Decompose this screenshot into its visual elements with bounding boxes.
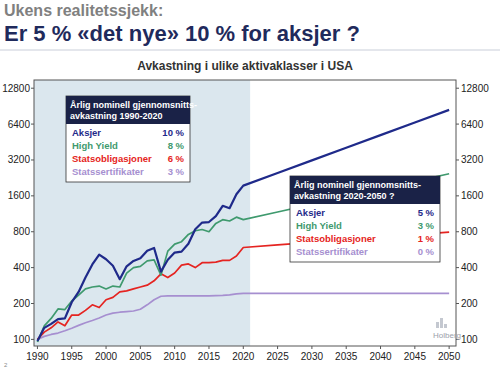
annotation-name: Statsobligasjoner [296, 233, 376, 244]
x-tick [414, 346, 415, 349]
kicker: Ukens realitetssjekk: [4, 2, 163, 19]
x-tick [37, 346, 38, 349]
y-tick [31, 195, 34, 196]
x-tick [311, 346, 312, 349]
annotation-title: avkastning 1990-2020 [70, 111, 163, 121]
y2-tick-label: 12800 [461, 83, 489, 94]
annotation-value: 10 % [162, 127, 184, 138]
annotation-name: High Yield [72, 140, 118, 151]
logo-icon [440, 318, 443, 328]
x-tick-label: 2015 [198, 351, 221, 362]
y-tick-label: 6400 [8, 119, 31, 130]
x-tick-label: 2020 [232, 351, 255, 362]
annotation-value: 3 % [418, 220, 435, 231]
annotation-name: Statssertifikater [72, 166, 144, 177]
annotation-title: Årlig nominell gjennomsnitts- [294, 180, 421, 190]
logo-icon [436, 322, 439, 328]
y-tick-label: 200 [13, 298, 30, 309]
y2-tick-label: 6400 [461, 119, 484, 130]
logo-text: Holberg [433, 331, 461, 340]
annotation-value: 5 % [418, 207, 435, 218]
x-tick-label: 2040 [369, 351, 392, 362]
chart-title: Avkastning i ulike aktivaklasser i USA [137, 59, 353, 73]
logo-icon [444, 324, 447, 328]
annotation-box [290, 176, 440, 262]
y-tick-label: 800 [13, 226, 30, 237]
page-title: Er 5 % «det nye» 10 % for aksjer ? [4, 21, 360, 46]
series-line [37, 293, 449, 339]
y2-tick-label: 1600 [461, 190, 484, 201]
x-tick [346, 346, 347, 349]
y2-tick-label: 3200 [461, 154, 484, 165]
y-tick-label: 1600 [8, 190, 31, 201]
annotation-header [290, 176, 440, 204]
x-tick [71, 346, 72, 349]
y2-tick [456, 88, 459, 89]
annotation-value: 8 % [168, 140, 185, 151]
annotation-title: avkastning 2020-2050 ? [294, 191, 395, 201]
y2-tick-label: 100 [461, 334, 478, 345]
y-tick-label: 100 [13, 334, 30, 345]
x-tick-label: 2010 [164, 351, 187, 362]
page-number: 2 [4, 362, 8, 368]
x-tick-label: 2035 [335, 351, 358, 362]
annotation-name: Statssertifikater [296, 246, 368, 257]
plot-frame [34, 80, 456, 346]
annotation-value: 1 % [418, 233, 435, 244]
x-tick [174, 346, 175, 349]
y2-tick [456, 195, 459, 196]
y-tick [31, 267, 34, 268]
x-tick-label: 2030 [301, 351, 324, 362]
y-tick-label: 3200 [8, 154, 31, 165]
x-tick [449, 346, 450, 349]
x-tick-label: 2005 [129, 351, 152, 362]
y2-tick [456, 303, 459, 304]
annotation-value: 3 % [168, 166, 185, 177]
y2-tick-label: 200 [461, 298, 478, 309]
y2-tick [456, 159, 459, 160]
y-tick [31, 231, 34, 232]
annotation-title: Årlig nominell gjennomsnitts- [70, 100, 197, 110]
chart: Ukens realitetssjekk: Er 5 % «det nye» 10… [0, 0, 500, 369]
y-tick [31, 339, 34, 340]
y-tick [31, 88, 34, 89]
annotation-value: 0 % [418, 246, 435, 257]
annotation-name: High Yield [296, 220, 342, 231]
y-tick [31, 303, 34, 304]
y2-tick [456, 267, 459, 268]
annotation-name: Statsobligasjoner [72, 153, 152, 164]
annotation-value: 6 % [168, 153, 185, 164]
series-group [37, 110, 449, 342]
x-tick [208, 346, 209, 349]
x-tick-label: 2025 [266, 351, 289, 362]
y-tick-label: 400 [13, 262, 30, 273]
y-tick-label: 12800 [2, 83, 30, 94]
x-tick [380, 346, 381, 349]
y-tick [31, 159, 34, 160]
x-tick [106, 346, 107, 349]
series-line [37, 174, 449, 342]
y-tick [31, 124, 34, 125]
separator [0, 50, 500, 51]
x-tick [140, 346, 141, 349]
y2-tick-label: 800 [461, 226, 478, 237]
x-tick [277, 346, 278, 349]
annotation-name: Aksjer [72, 127, 101, 138]
annotation-name: Aksjer [296, 207, 325, 218]
y2-tick [456, 124, 459, 125]
logo: Holberg [433, 318, 461, 340]
x-tick-label: 2045 [404, 351, 427, 362]
x-tick-label: 1995 [61, 351, 84, 362]
x-tick-label: 2050 [438, 351, 461, 362]
x-tick-label: 2000 [95, 351, 118, 362]
x-tick [243, 346, 244, 349]
series-line [37, 110, 449, 341]
y2-tick [456, 231, 459, 232]
y2-tick-label: 400 [461, 262, 478, 273]
x-tick-label: 1990 [26, 351, 49, 362]
